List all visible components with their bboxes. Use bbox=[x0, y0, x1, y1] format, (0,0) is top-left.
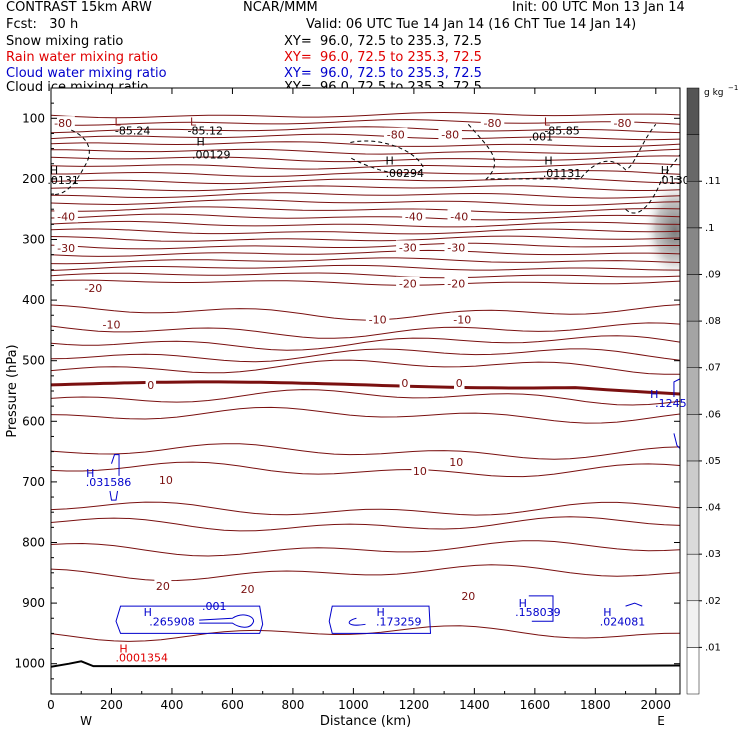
colorbar-label: .01 bbox=[705, 642, 721, 653]
colorbar-swatch bbox=[687, 135, 699, 182]
temperature-label: -20 bbox=[84, 282, 102, 295]
temperature-label: -80 bbox=[484, 117, 502, 130]
extremum-label: .001 bbox=[202, 600, 227, 613]
extremum-label: .0131 bbox=[47, 174, 79, 187]
x-tick-label: 1600 bbox=[520, 698, 551, 712]
temperature-label: -40 bbox=[57, 210, 75, 223]
colorbar-unit: g kg bbox=[704, 88, 724, 98]
colorbar-unit-exponent: −1 bbox=[728, 84, 738, 92]
temperature-label: -20 bbox=[447, 278, 465, 291]
extremum-label: -85.12 bbox=[187, 124, 222, 137]
extremum-label: .265908 bbox=[149, 615, 195, 628]
x-tick-label: 800 bbox=[281, 698, 304, 712]
colorbar-swatch bbox=[687, 368, 699, 415]
temperature-label: 0 bbox=[401, 377, 408, 390]
colorbar-label: .04 bbox=[705, 503, 721, 514]
temperature-label: 0 bbox=[147, 379, 154, 392]
x-tick-label: 1000 bbox=[338, 698, 369, 712]
temperature-label: 10 bbox=[159, 474, 173, 487]
temperature-label: -10 bbox=[453, 313, 471, 326]
colorbar-swatch bbox=[687, 274, 699, 321]
extremum-label: .00129 bbox=[192, 149, 231, 162]
y-tick-label: 600 bbox=[22, 414, 45, 428]
x-tick-label: 0 bbox=[47, 698, 55, 712]
temperature-label: -10 bbox=[369, 313, 387, 326]
x-axis-label: Distance (km) bbox=[320, 714, 411, 729]
x-tick-label: 1400 bbox=[459, 698, 490, 712]
temperature-label: -40 bbox=[450, 210, 468, 223]
x-tick-label: 2000 bbox=[641, 698, 672, 712]
extremum-label: -85.24 bbox=[115, 124, 150, 137]
x-tick-label: 1800 bbox=[580, 698, 611, 712]
east-label: E bbox=[657, 714, 665, 728]
colorbar-swatch bbox=[687, 181, 699, 228]
temperature-label: -10 bbox=[102, 318, 120, 331]
colorbar-label: .07 bbox=[705, 363, 721, 374]
extremum-label: .1245 bbox=[655, 397, 687, 410]
temperature-label: -80 bbox=[441, 129, 459, 142]
y-tick-label: 500 bbox=[22, 354, 45, 368]
colorbar-swatch bbox=[687, 228, 699, 275]
temperature-label: -20 bbox=[399, 278, 417, 291]
colorbar-label: .02 bbox=[705, 596, 721, 607]
temperature-label: 10 bbox=[413, 465, 427, 478]
colorbar-swatch bbox=[687, 601, 699, 648]
colorbar-label: .06 bbox=[705, 409, 721, 420]
colorbar-label: .11 bbox=[705, 176, 721, 187]
temperature-label: -30 bbox=[399, 241, 417, 254]
temperature-label: 20 bbox=[461, 590, 475, 603]
temperature-label: 0 bbox=[456, 377, 463, 390]
temperature-label: 20 bbox=[241, 583, 255, 596]
colorbar-label: .05 bbox=[705, 456, 721, 467]
extremum-label: .158039 bbox=[515, 606, 561, 619]
y-tick-label: 1000 bbox=[14, 657, 45, 671]
colorbar-label: .03 bbox=[705, 549, 721, 560]
west-label: W bbox=[80, 714, 92, 728]
x-tick-label: 600 bbox=[221, 698, 244, 712]
temperature-label: -40 bbox=[405, 210, 423, 223]
y-axis-label: Pressure (hPa) bbox=[5, 344, 20, 437]
extremum-label: .0001354 bbox=[115, 652, 168, 665]
extremum-label: .0130 bbox=[658, 174, 690, 187]
extremum-label: H bbox=[197, 135, 205, 148]
colorbar-swatch bbox=[687, 554, 699, 601]
colorbar-label: .1 bbox=[705, 223, 715, 234]
colorbar-label: .09 bbox=[705, 269, 721, 280]
temperature-label: -30 bbox=[447, 241, 465, 254]
x-tick-label: 400 bbox=[161, 698, 184, 712]
temperature-label: 10 bbox=[449, 456, 463, 469]
extremum-label: .001 bbox=[529, 130, 554, 143]
y-tick-label: 800 bbox=[22, 536, 45, 550]
extremum-label: .173259 bbox=[376, 615, 422, 628]
colorbar-label: .08 bbox=[705, 316, 721, 327]
colorbar-swatch bbox=[687, 461, 699, 508]
y-tick-label: 700 bbox=[22, 475, 45, 489]
temperature-label: -80 bbox=[387, 129, 405, 142]
x-tick-label: 1200 bbox=[399, 698, 430, 712]
extremum-label: .024081 bbox=[600, 615, 646, 628]
y-tick-label: 200 bbox=[22, 172, 45, 186]
y-tick-label: 100 bbox=[22, 111, 45, 125]
extremum-label: H bbox=[544, 155, 552, 168]
y-tick-label: 400 bbox=[22, 293, 45, 307]
extremum-label: H bbox=[386, 155, 394, 168]
extremum-label: .00294 bbox=[386, 167, 425, 180]
temperature-label: 20 bbox=[156, 580, 170, 593]
extremum-label: .01131 bbox=[543, 167, 582, 180]
colorbar-swatch bbox=[687, 321, 699, 368]
colorbar-swatch bbox=[687, 414, 699, 461]
colorbar-swatch bbox=[687, 647, 699, 694]
colorbar-swatch bbox=[687, 88, 699, 135]
x-tick-label: 200 bbox=[100, 698, 123, 712]
colorbar-swatch bbox=[687, 508, 699, 555]
y-tick-label: 900 bbox=[22, 596, 45, 610]
temperature-label: -80 bbox=[54, 117, 72, 130]
temperature-label: -30 bbox=[57, 242, 75, 255]
cross-section-chart: -80 -80 -80 -80 -80 -40 -40 -40 -30 -30 -30 -20 -20 -… bbox=[0, 0, 740, 740]
temperature-label: -80 bbox=[614, 117, 632, 130]
extremum-label: .031586 bbox=[86, 476, 132, 489]
y-tick-label: 300 bbox=[22, 233, 45, 247]
